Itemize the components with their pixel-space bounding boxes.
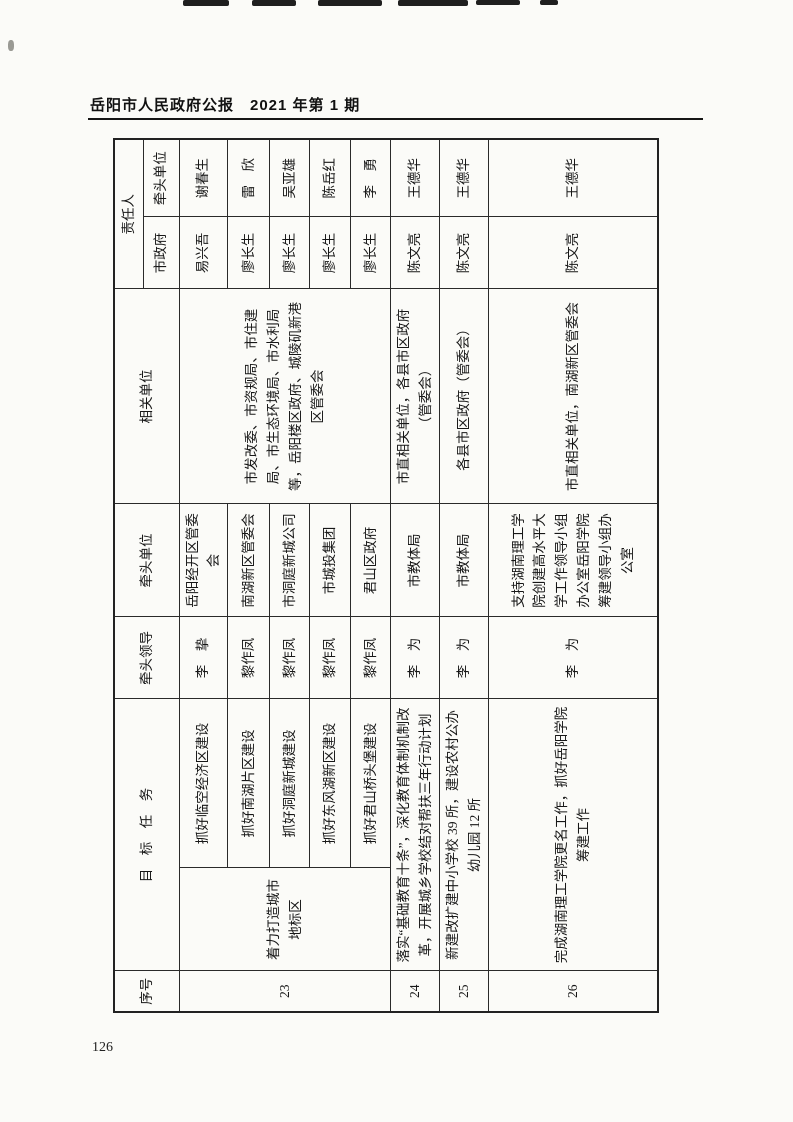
cell-lead-unit: 南湖新区管委会 xyxy=(227,504,270,617)
header-rule xyxy=(88,118,703,120)
cell-city-gov: 廖长生 xyxy=(227,217,270,289)
th-lead-unit: 牵头单位 xyxy=(114,504,179,617)
cell-unit-head: 王德华 xyxy=(390,139,440,217)
cell-leader: 李 挚 xyxy=(179,617,228,699)
cell-city-gov: 廖长生 xyxy=(350,217,391,289)
scan-blotch xyxy=(8,40,14,51)
cell-related-units: 市直相关单位，南湖新区管委会 xyxy=(488,289,659,504)
cell-city-gov: 廖长生 xyxy=(269,217,310,289)
cell-leader: 黎作凤 xyxy=(309,617,351,699)
table-row: 24 落实“基础教育十条”，深化教育体制机制改革，开展城乡学校结对帮扶三年行动计… xyxy=(390,139,440,1012)
cell-related-units-23: 市发改委、市资规局、市住建局、市生态环境局、市水利局等，岳阳楼区政府、城陵矶新港… xyxy=(179,289,391,504)
cell-leader: 李 为 xyxy=(488,617,659,699)
scan-artifact xyxy=(398,0,468,6)
scan-artifact xyxy=(540,0,558,5)
cell-serial-25: 25 xyxy=(439,971,489,1012)
cell-lead-unit: 市教体局 xyxy=(390,504,440,617)
cell-task: 抓好洞庭新城建设 xyxy=(269,699,310,868)
cell-serial-26: 26 xyxy=(488,971,659,1012)
cell-related-units: 市直相关单位，各县市区政府（管委会） xyxy=(390,289,440,504)
table-row: 25 新建改扩建中小学校 39 所，建设农村公办幼儿园 12 所 李 为 市教体… xyxy=(439,139,489,1012)
page-header: 岳阳市人民政府公报 2021 年第 1 期 xyxy=(90,97,361,114)
cell-city-gov: 易兴吾 xyxy=(179,217,228,289)
cell-unit-head: 吴亚雄 xyxy=(269,139,310,217)
cell-lead-unit: 市洞庭新城公司 xyxy=(269,504,310,617)
cell-serial-23: 23 xyxy=(179,971,391,1012)
th-related-units: 相关单位 xyxy=(114,289,179,504)
cell-unit-head: 王德华 xyxy=(488,139,659,217)
cell-unit-head: 王德华 xyxy=(439,139,489,217)
th-responsible: 责任人 xyxy=(114,139,143,289)
cell-unit-head: 李 勇 xyxy=(350,139,391,217)
cell-task: 完成湖南理工学院更名工作，抓好岳阳学院筹建工作 xyxy=(488,699,659,971)
th-responsible-city-gov: 市政府 xyxy=(143,217,179,289)
cell-lead-unit: 君山区政府 xyxy=(350,504,391,617)
cell-leader: 李 为 xyxy=(390,617,440,699)
cell-leader: 黎作凤 xyxy=(269,617,310,699)
table-row: 26 完成湖南理工学院更名工作，抓好岳阳学院筹建工作 李 为 支持湖南理工学院创… xyxy=(488,139,659,1012)
th-lead-leader: 牵头领导 xyxy=(114,617,179,699)
cell-city-gov: 陈文亮 xyxy=(439,217,489,289)
table-row: 23 着力打造城市地标区 抓好临空经济区建设 李 挚 岳阳经开区管委会 市发改委… xyxy=(179,139,391,1012)
cell-city-gov: 廖长生 xyxy=(309,217,351,289)
cell-lead-unit: 岳阳经开区管委会 xyxy=(179,504,228,617)
scan-artifact xyxy=(183,0,229,6)
cell-task: 抓好东风湖新区建设 xyxy=(309,699,351,868)
th-task: 目 标 任 务 xyxy=(114,699,179,971)
cell-city-gov: 陈文亮 xyxy=(488,217,659,289)
cell-unit-head: 雷 欣 xyxy=(227,139,270,217)
cell-city-gov: 陈文亮 xyxy=(390,217,440,289)
cell-task: 抓好南湖片区建设 xyxy=(227,699,270,868)
th-responsible-lead-unit: 牵头单位 xyxy=(143,139,179,217)
cell-lead-unit: 市城投集团 xyxy=(309,504,351,617)
scan-artifact xyxy=(476,0,520,5)
th-serial: 序号 xyxy=(114,971,179,1012)
cell-lead-unit: 市教体局 xyxy=(439,504,489,617)
cell-task: 新建改扩建中小学校 39 所，建设农村公办幼儿园 12 所 xyxy=(439,699,489,971)
cell-lead-unit: 支持湖南理工学院创建高水平大学工作领导小组办公室岳阳学院筹建领导小组办公室 xyxy=(488,504,659,617)
cell-serial-24: 24 xyxy=(390,971,440,1012)
cell-leader: 黎作凤 xyxy=(227,617,270,699)
page-number: 126 xyxy=(92,1040,113,1055)
rotated-table-wrap: 序号 目 标 任 务 牵头领导 牵头单位 相关单位 责任人 市政府 牵头单位 2… xyxy=(113,138,660,1013)
cell-task: 落实“基础教育十条”，深化教育体制机制改革，开展城乡学校结对帮扶三年行动计划 xyxy=(390,699,440,971)
cell-unit-head: 陈岳红 xyxy=(309,139,351,217)
tasks-table: 序号 目 标 任 务 牵头领导 牵头单位 相关单位 责任人 市政府 牵头单位 2… xyxy=(113,138,660,1013)
cell-task: 抓好君山桥头堡建设 xyxy=(350,699,391,868)
scan-artifact xyxy=(318,0,382,6)
scan-artifact xyxy=(252,0,296,6)
cell-leader: 黎作凤 xyxy=(350,617,391,699)
cell-summary-task-23: 着力打造城市地标区 xyxy=(179,868,391,971)
cell-task: 抓好临空经济区建设 xyxy=(179,699,228,868)
cell-unit-head: 谢春生 xyxy=(179,139,228,217)
cell-related-units: 各县市区政府（管委会） xyxy=(439,289,489,504)
cell-leader: 李 为 xyxy=(439,617,489,699)
